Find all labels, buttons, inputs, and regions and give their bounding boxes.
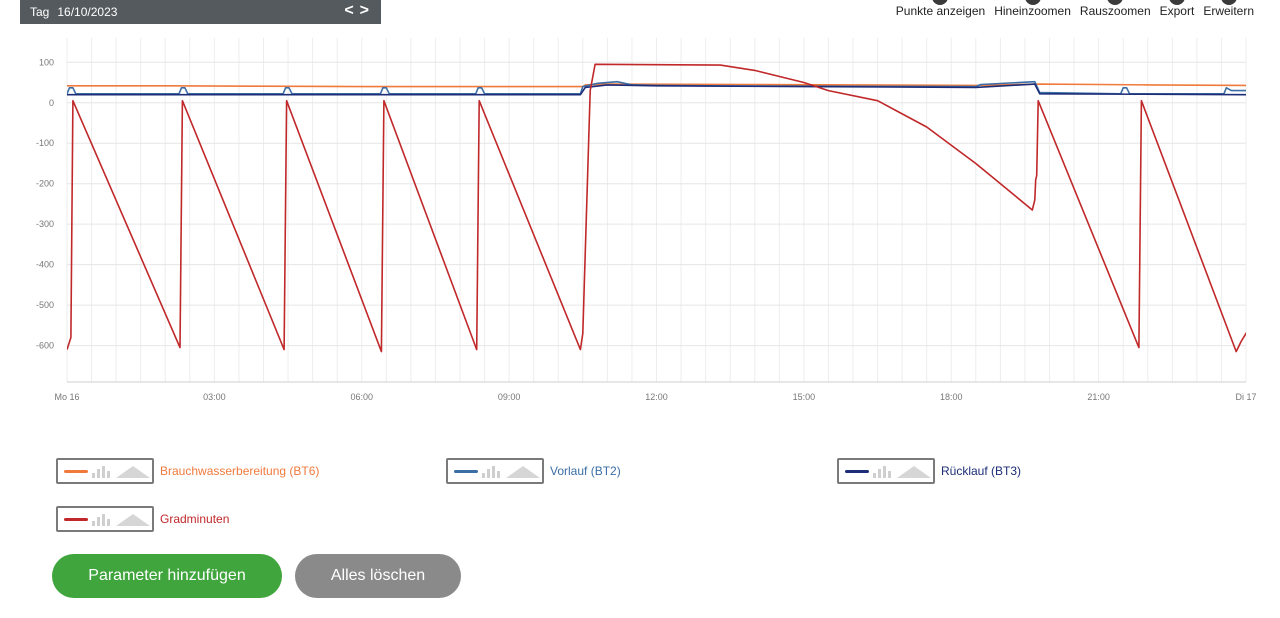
- show-points-button[interactable]: Punkte anzeigen: [895, 0, 986, 18]
- line-chart[interactable]: 100 0 -100 -200 -300 -400 -500 -600 Mo 16 03:00 06…: [0, 30, 1280, 420]
- x-tick-label: 18:00: [940, 392, 963, 402]
- legend-item-1[interactable]: Brauchwasserbereitung (BT6): [56, 458, 319, 484]
- area-chart-icon: [506, 466, 540, 478]
- x-tick-label: 21:00: [1087, 392, 1110, 402]
- y-tick-label: -300: [36, 219, 54, 229]
- expand-button[interactable]: Erweitern: [1203, 0, 1254, 18]
- bar-chart-icon: [92, 514, 114, 526]
- add-parameter-button[interactable]: Parameter hinzufügen: [52, 554, 282, 598]
- x-tick-label: 09:00: [498, 392, 521, 402]
- bar-chart-icon: [482, 466, 504, 478]
- y-tick-label: -600: [36, 341, 54, 351]
- series-line-4[interactable]: [67, 63, 1256, 353]
- series-line-1[interactable]: [67, 83, 1246, 88]
- series-line-2[interactable]: [67, 80, 1246, 95]
- y-tick-label: -500: [36, 300, 54, 310]
- day-label: Tag: [30, 5, 50, 19]
- legend-label: Brauchwasserbereitung (BT6): [160, 464, 320, 478]
- chevron-right-icon[interactable]: >: [359, 2, 369, 19]
- legend-toggle-box[interactable]: [56, 458, 154, 484]
- legend-label: Vorlauf (BT2): [550, 464, 621, 478]
- legend-item-2[interactable]: Vorlauf (BT2): [446, 458, 621, 484]
- legend-label: Rücklauf (BT3): [941, 464, 1022, 478]
- legend-item-4[interactable]: Gradminuten: [56, 506, 229, 532]
- legend-swatch: [845, 470, 869, 473]
- bar-chart-icon: [92, 466, 114, 478]
- zoom-in-button[interactable]: Hineinzoomen: [994, 0, 1071, 18]
- x-tick-label: Mo 16: [54, 392, 79, 402]
- chart-toolbar: Punkte anzeigen Hineinzoomen Rauszoomen …: [895, 0, 1254, 18]
- legend-swatch: [64, 518, 88, 521]
- y-tick-label: -200: [36, 179, 54, 189]
- legend-toggle-box[interactable]: [56, 506, 154, 532]
- x-tick-label: Di 17: [1235, 392, 1256, 402]
- bar-chart-icon: [873, 466, 895, 478]
- zoom-out-button[interactable]: Rauszoomen: [1079, 0, 1151, 18]
- area-chart-icon: [897, 466, 931, 478]
- x-tick-label: 06:00: [350, 392, 373, 402]
- chevron-left-icon[interactable]: <: [344, 2, 354, 19]
- area-chart-icon: [116, 514, 150, 526]
- x-tick-label: 12:00: [645, 392, 668, 402]
- y-tick-label: 100: [39, 57, 54, 67]
- clear-all-button[interactable]: Alles löschen: [295, 554, 461, 598]
- x-tick-label: 15:00: [793, 392, 816, 402]
- y-tick-label: -100: [36, 138, 54, 148]
- legend-swatch: [64, 470, 88, 473]
- legend-label: Gradminuten: [160, 512, 230, 526]
- legend-item-3[interactable]: Rücklauf (BT3): [837, 458, 1021, 484]
- legend-toggle-box[interactable]: [837, 458, 935, 484]
- date-navigator: Tag 16/10/2023 < >: [20, 0, 381, 24]
- series-line-3[interactable]: [67, 83, 1246, 96]
- x-tick-label: 03:00: [203, 392, 226, 402]
- legend-swatch: [454, 470, 478, 473]
- legend-toggle-box[interactable]: [446, 458, 544, 484]
- y-tick-label: -400: [36, 260, 54, 270]
- area-chart-icon: [116, 466, 150, 478]
- y-tick-label: 0: [49, 98, 54, 108]
- date-label: 16/10/2023: [57, 5, 118, 19]
- export-button[interactable]: Export: [1159, 0, 1195, 18]
